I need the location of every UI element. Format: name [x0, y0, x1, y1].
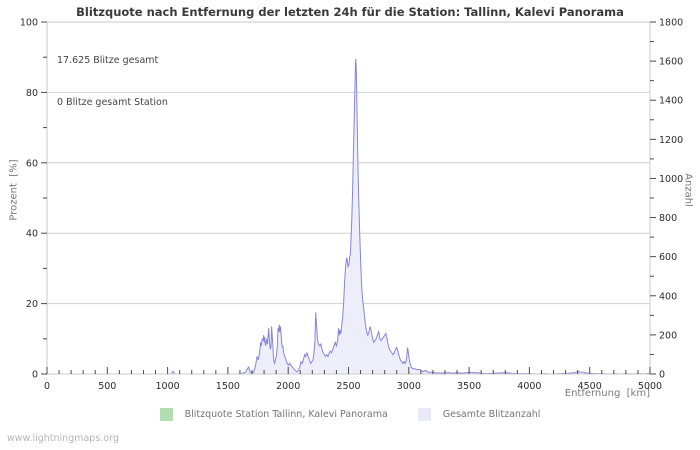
x-tick-label: 0 — [44, 381, 50, 392]
series-line-1 — [47, 58, 651, 375]
y-left-tick-label: 80 — [26, 88, 38, 99]
legend-item-total-flashes: Gesamte Blitzanzahl — [417, 408, 541, 421]
x-tick-label: 4500 — [578, 381, 602, 392]
y-axis-label-left: Prozent [%] — [8, 159, 20, 221]
y-right-tick-label: 1600 — [659, 57, 683, 68]
y-right-tick-label: 0 — [659, 370, 665, 381]
y-right-tick-label: 400 — [659, 291, 677, 302]
station-flashes-text: 0 Blitze gesamt Station — [57, 97, 168, 108]
x-tick-label: 1500 — [216, 381, 240, 392]
y-right-tick-label: 1000 — [659, 174, 683, 185]
y-axis-label-right: Anzahl — [682, 173, 694, 207]
total-flashes-swatch — [417, 408, 431, 421]
x-tick-label: 5000 — [638, 381, 662, 392]
y-right-tick-label: 200 — [659, 330, 677, 341]
y-left-tick-label: 100 — [20, 18, 38, 29]
x-tick-label: 1000 — [156, 381, 180, 392]
legend-label-total-flashes: Gesamte Blitzanzahl — [442, 409, 541, 420]
total-flashes-text: 17.625 Blitze gesamt — [57, 55, 159, 66]
totals-annotation: 17.625 Blitze gesamt 0 Blitze gesamt Sta… — [57, 26, 168, 124]
y-right-tick-label: 800 — [659, 213, 677, 224]
y-left-tick-label: 60 — [26, 158, 38, 169]
x-tick-label: 2500 — [336, 381, 360, 392]
y-right-tick-label: 1400 — [659, 96, 683, 107]
y-right-tick-label: 1800 — [659, 18, 683, 29]
x-tick-label: 500 — [98, 381, 116, 392]
chart-title: Blitzquote nach Entfernung der letzten 2… — [76, 5, 624, 19]
y-right-tick-label: 1200 — [659, 135, 683, 146]
chart-legend: Blitzquote Station Tallinn, Kalevi Panor… — [0, 408, 700, 421]
y-left-tick-label: 40 — [26, 229, 38, 240]
y-left-tick-label: 0 — [32, 370, 38, 381]
legend-item-station-quote: Blitzquote Station Tallinn, Kalevi Panor… — [159, 408, 388, 421]
x-axis-label: Entfernung [km] — [564, 388, 650, 399]
x-tick-label: 3000 — [397, 381, 421, 392]
legend-label-station-quote: Blitzquote Station Tallinn, Kalevi Panor… — [184, 409, 388, 420]
series-area-1 — [47, 59, 650, 374]
y-left-tick-label: 20 — [26, 299, 38, 310]
x-tick-label: 4000 — [517, 381, 541, 392]
station-quote-swatch — [159, 408, 173, 421]
x-tick-label: 2000 — [276, 381, 300, 392]
x-tick-label: 3500 — [457, 381, 481, 392]
y-right-tick-label: 600 — [659, 252, 677, 263]
watermark-link[interactable]: www.lightningmaps.org — [7, 433, 119, 444]
